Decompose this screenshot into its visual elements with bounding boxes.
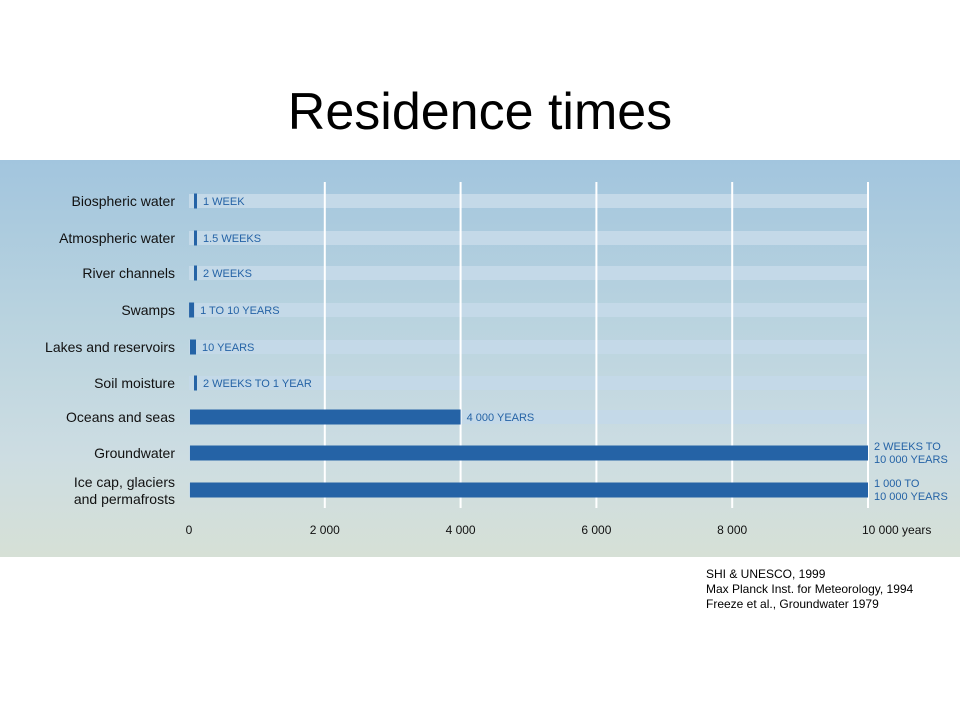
slide-title: Residence times [287,83,673,141]
bar-track [189,340,868,354]
value-label: 1.5 WEEKS [203,233,261,245]
value-label: 10 000 YEARS [874,454,948,466]
value-label: 1 000 TO [874,478,920,490]
value-label: 2 WEEKS TO [874,441,941,453]
bar [194,193,197,209]
bar [189,302,195,318]
value-label: 2 WEEKS [203,268,252,280]
bar [194,375,197,391]
x-tick-label: 2 000 [310,523,340,537]
value-label: 1 WEEK [203,196,245,208]
bar-track [189,266,868,280]
value-label: 1 TO 10 YEARS [200,305,280,317]
category-label: Swamps [121,302,175,318]
residence-times-chart: 0 2 000 4 000 6 000 8 000 10 000 years Biosphe… [45,182,948,537]
bar-track [189,194,868,208]
value-label: 2 WEEKS TO 1 YEAR [203,378,312,390]
bar [190,482,868,498]
bar [190,339,196,355]
category-label: Ice cap, glaciers [74,474,175,490]
category-label: Soil moisture [94,375,175,391]
x-tick-label: 8 000 [717,523,747,537]
x-tick-label: 4 000 [446,523,476,537]
category-label: Biospheric water [72,193,176,209]
category-label: Atmospheric water [59,230,175,246]
sources-note: SHI & UNESCO, 1999 Max Planck Inst. for … [706,567,913,612]
bar-track [189,303,868,317]
bar-track [189,231,868,245]
bar [194,265,197,281]
source-line: Max Planck Inst. for Meteorology, 1994 [706,582,914,596]
x-tick-label: 6 000 [581,523,611,537]
category-label: Oceans and seas [66,409,175,425]
chart-panel: 0 2 000 4 000 6 000 8 000 10 000 years Biosphe… [0,160,960,557]
source-line: Freeze et al., Groundwater 1979 [706,597,879,611]
x-tick-label: 10 000 years [862,523,931,537]
value-label: 10 000 YEARS [874,491,948,503]
source-line: SHI & UNESCO, 1999 [706,567,826,581]
category-label: Lakes and reservoirs [45,339,175,355]
category-label: Groundwater [94,445,175,461]
value-label: 10 YEARS [202,342,254,354]
category-label: River channels [82,265,175,281]
bar [194,230,197,246]
bar [190,445,868,461]
category-label: and permafrosts [74,491,175,507]
bar [190,409,461,425]
value-label: 4 000 YEARS [467,412,535,424]
bar-track [189,376,868,390]
x-tick-label: 0 [186,523,193,537]
